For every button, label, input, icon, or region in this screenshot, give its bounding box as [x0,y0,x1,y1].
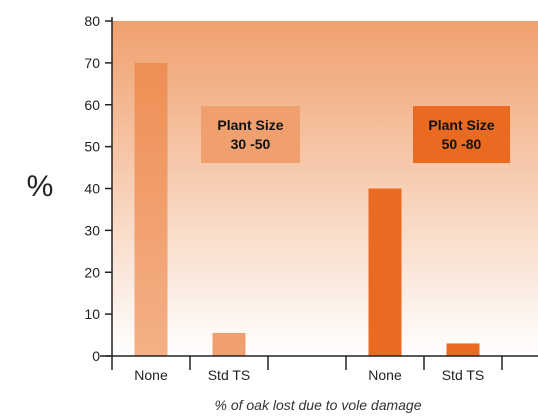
y-axis-label: % [27,170,54,203]
group-label-box [201,106,300,163]
y-ticks-group: 0 10 20 30 40 50 60 70 80 [84,13,112,364]
x-category-label: Std TS [208,367,251,383]
y-tick-label: 20 [84,264,100,280]
group-label-text: 50 -80 [442,136,482,152]
bar [446,343,480,356]
y-tick-label: 60 [84,97,100,113]
y-tick-label: 40 [84,181,100,197]
bar [134,62,168,356]
y-tick-label: 70 [84,55,100,71]
x-category-label: Std TS [442,367,485,383]
y-tick-label: 0 [92,348,100,364]
y-tick-label: 50 [84,139,100,155]
group-label-text: 30 -50 [231,136,271,152]
bar [212,332,246,356]
bar [368,188,402,356]
group-label-box [413,106,510,163]
y-tick-label: 80 [84,13,100,29]
plot-background [112,21,538,356]
group-label-text: Plant Size [217,117,283,133]
group-label-text: Plant Size [428,117,494,133]
bars-group [134,62,480,356]
annotations-group: Plant Size 30 -50 Plant Size 50 -80 [201,106,510,163]
y-tick-label: 30 [84,222,100,238]
y-tick-label: 10 [84,306,100,322]
x-ticks-group: None Std TS None Std TS [111,356,503,383]
x-axis-label: % of oak lost due to vole damage [214,397,421,413]
x-category-label: None [134,367,168,383]
x-category-label: None [368,367,402,383]
